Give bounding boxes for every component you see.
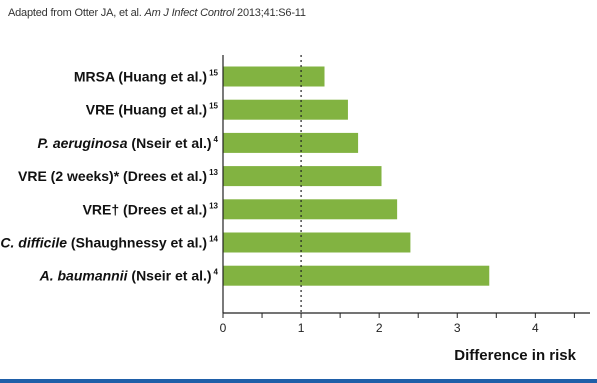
x-tick-label-1: 1 — [298, 321, 305, 335]
bars-group — [223, 66, 490, 286]
category-label-3: VRE (2 weeks)* (Drees et al.) 13 — [18, 168, 219, 184]
category-label-5: C. difficile (Shaughnessy et al.) 14 — [0, 235, 218, 251]
category-label-superscript: 13 — [209, 201, 218, 210]
source-suffix: 2013;41:S6-11 — [234, 7, 306, 19]
category-label-6: A. baumannii (Nseir et al.) 4 — [39, 268, 219, 284]
source-journal: Am J Infect Control — [144, 7, 235, 19]
bar-1 — [223, 99, 348, 120]
x-tick-label-3: 3 — [454, 321, 461, 335]
category-label-text: MRSA (Huang et al.) — [74, 69, 207, 85]
bar-5 — [223, 232, 411, 253]
category-label-superscript: 15 — [209, 102, 218, 111]
source-note: Adapted from Otter JA, et al. Am J Infec… — [8, 7, 306, 19]
category-label-text: (Shaughnessy et al.) — [67, 235, 207, 251]
category-label-superscript: 4 — [214, 268, 219, 277]
bar-4 — [223, 199, 398, 220]
x-tick-label-2: 2 — [376, 321, 383, 335]
category-label-1: VRE (Huang et al.) 15 — [86, 102, 219, 118]
bar-2 — [223, 132, 359, 153]
x-tick-label-0: 0 — [220, 321, 227, 335]
category-label-text: (Nseir et al.) — [128, 135, 212, 151]
footer-bar — [0, 379, 597, 383]
category-label-italic: P. aeruginosa — [38, 135, 128, 151]
category-label-text: VRE (2 weeks)* (Drees et al.) — [18, 168, 207, 184]
x-axis-title: Difference in risk — [454, 347, 576, 364]
category-label-superscript: 4 — [214, 135, 219, 144]
category-label-text: (Nseir et al.) — [128, 268, 212, 284]
category-label-italic: C. difficile — [0, 235, 67, 251]
category-label-text: VRE (Huang et al.) — [86, 102, 207, 118]
category-label-2: P. aeruginosa (Nseir et al.) 4 — [38, 135, 219, 151]
source-prefix: Adapted from Otter JA, et al. — [8, 7, 145, 19]
category-label-superscript: 13 — [209, 168, 218, 177]
category-label-0: MRSA (Huang et al.) 15 — [74, 69, 219, 85]
bar-0 — [223, 66, 325, 87]
category-label-text: VRE† (Drees et al.) — [83, 201, 208, 217]
axes-group: 0 1 2 3 4 — [220, 55, 590, 335]
category-label-4: VRE† (Drees et al.) 13 — [83, 201, 219, 217]
category-label-superscript: 15 — [209, 69, 218, 78]
category-label-italic: A. baumannii — [39, 268, 129, 284]
category-label-superscript: 14 — [209, 235, 218, 244]
bar-6 — [223, 265, 490, 286]
x-tick-label-4: 4 — [532, 321, 539, 335]
bar-3 — [223, 166, 382, 187]
